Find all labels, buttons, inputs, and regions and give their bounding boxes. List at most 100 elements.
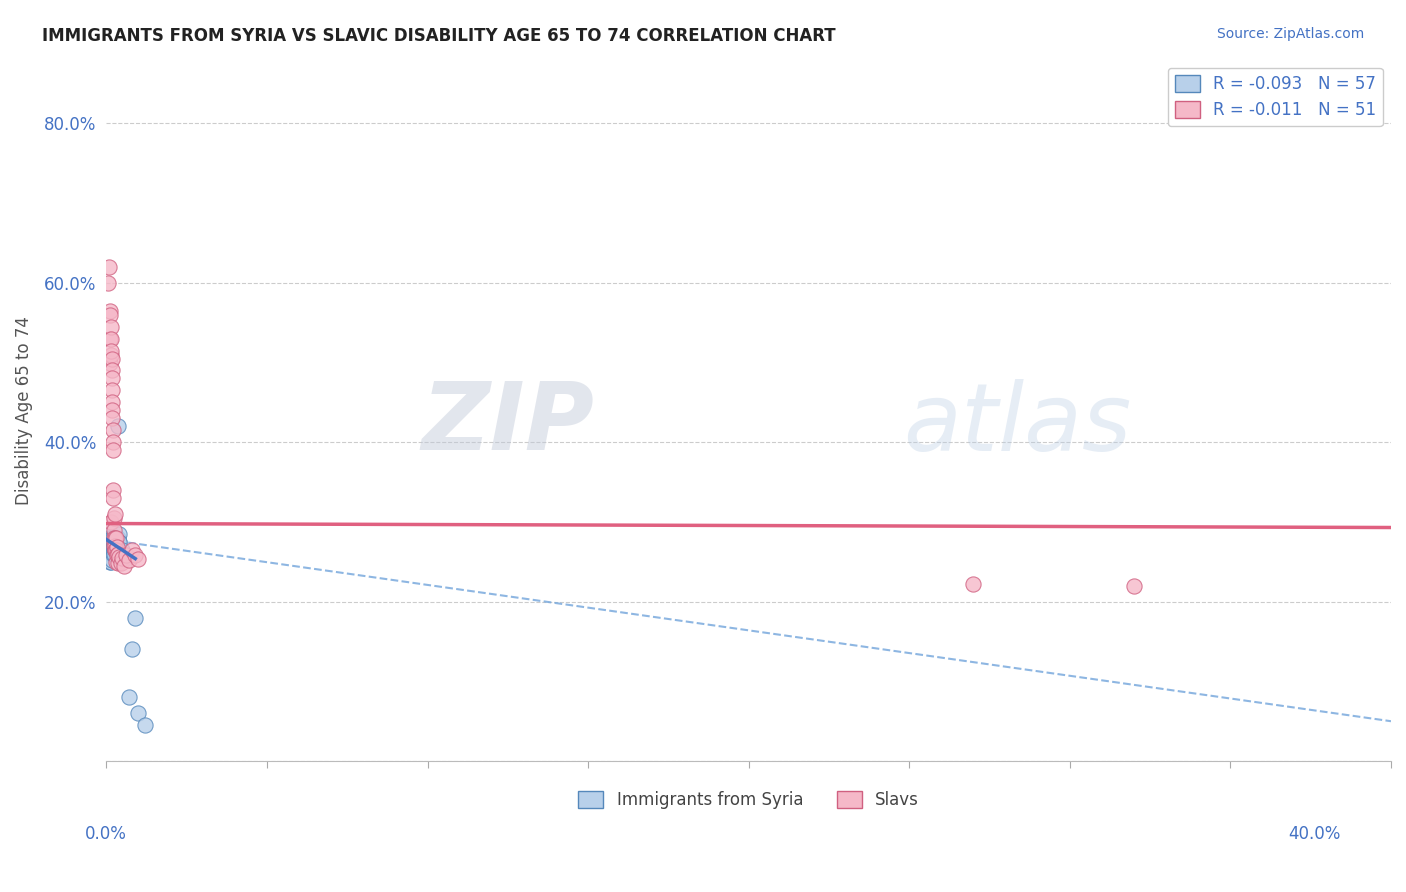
- Point: [103, 491, 125, 505]
- Point: [962, 577, 984, 591]
- Legend: Immigrants from Syria, Slavs: Immigrants from Syria, Slavs: [572, 784, 925, 816]
- Point: [101, 395, 124, 409]
- Point: [105, 549, 128, 563]
- Point: [100, 555, 122, 569]
- Point: [98, 539, 121, 553]
- Text: atlas: atlas: [903, 379, 1130, 470]
- Point: [101, 541, 124, 555]
- Point: [101, 542, 124, 557]
- Point: [100, 319, 122, 334]
- Text: ZIP: ZIP: [422, 378, 595, 470]
- Point: [104, 542, 127, 557]
- Point: [101, 351, 124, 366]
- Point: [103, 547, 125, 561]
- Point: [107, 534, 129, 549]
- Point: [100, 542, 122, 557]
- Point: [101, 531, 124, 545]
- Point: [105, 541, 128, 555]
- Point: [110, 557, 132, 571]
- Point: [104, 542, 127, 557]
- Point: [127, 552, 149, 566]
- Point: [104, 542, 127, 557]
- Point: [108, 542, 131, 557]
- Point: [98, 303, 121, 318]
- Point: [98, 547, 121, 561]
- Point: [100, 534, 122, 549]
- Point: [97, 542, 120, 557]
- Point: [118, 690, 141, 705]
- Point: [101, 363, 124, 377]
- Point: [114, 549, 136, 563]
- Point: [134, 718, 156, 732]
- Point: [104, 542, 127, 557]
- Point: [100, 515, 122, 529]
- Point: [100, 347, 122, 361]
- Point: [103, 534, 125, 549]
- Point: [100, 549, 122, 563]
- Point: [118, 553, 141, 567]
- Point: [112, 558, 135, 573]
- Point: [100, 343, 122, 358]
- Point: [101, 384, 124, 398]
- Point: [98, 355, 121, 369]
- Point: [101, 411, 124, 425]
- Point: [101, 537, 124, 551]
- Y-axis label: Disability Age 65 to 74: Disability Age 65 to 74: [15, 316, 32, 505]
- Point: [97, 276, 120, 290]
- Point: [100, 541, 122, 555]
- Point: [104, 539, 127, 553]
- Point: [97, 523, 120, 537]
- Point: [104, 507, 127, 521]
- Point: [104, 533, 127, 547]
- Point: [111, 550, 134, 565]
- Point: [114, 550, 136, 565]
- Point: [101, 403, 124, 417]
- Point: [100, 332, 122, 346]
- Point: [103, 534, 125, 549]
- Point: [103, 542, 125, 557]
- Point: [101, 423, 124, 437]
- Point: [101, 547, 124, 561]
- Text: 0.0%: 0.0%: [84, 825, 127, 843]
- Point: [121, 642, 143, 657]
- Point: [104, 539, 127, 553]
- Point: [98, 555, 121, 569]
- Point: [101, 553, 124, 567]
- Point: [108, 534, 131, 549]
- Point: [101, 534, 124, 549]
- Point: [103, 483, 125, 497]
- Point: [98, 332, 121, 346]
- Point: [98, 542, 121, 557]
- Point: [101, 539, 124, 553]
- Text: IMMIGRANTS FROM SYRIA VS SLAVIC DISABILITY AGE 65 TO 74 CORRELATION CHART: IMMIGRANTS FROM SYRIA VS SLAVIC DISABILI…: [42, 27, 835, 45]
- Point: [100, 533, 122, 547]
- Point: [107, 547, 129, 561]
- Point: [104, 539, 127, 553]
- Point: [103, 523, 125, 537]
- Point: [105, 534, 128, 549]
- Point: [98, 308, 121, 322]
- Point: [104, 534, 127, 549]
- Point: [108, 549, 131, 564]
- Point: [103, 537, 125, 551]
- Point: [121, 542, 143, 557]
- Point: [103, 539, 125, 553]
- Text: 40.0%: 40.0%: [1288, 825, 1341, 843]
- Point: [104, 531, 127, 545]
- Point: [124, 610, 146, 624]
- Point: [101, 542, 124, 557]
- Point: [101, 531, 124, 545]
- Point: [97, 260, 120, 274]
- Point: [103, 541, 125, 555]
- Point: [103, 539, 125, 553]
- Point: [111, 542, 134, 557]
- Point: [104, 555, 127, 569]
- Point: [98, 534, 121, 549]
- Point: [103, 541, 125, 555]
- Point: [98, 531, 121, 545]
- Point: [107, 527, 129, 541]
- Point: [103, 511, 125, 525]
- Point: [97, 531, 120, 545]
- Point: [1123, 579, 1146, 593]
- Point: [101, 435, 124, 450]
